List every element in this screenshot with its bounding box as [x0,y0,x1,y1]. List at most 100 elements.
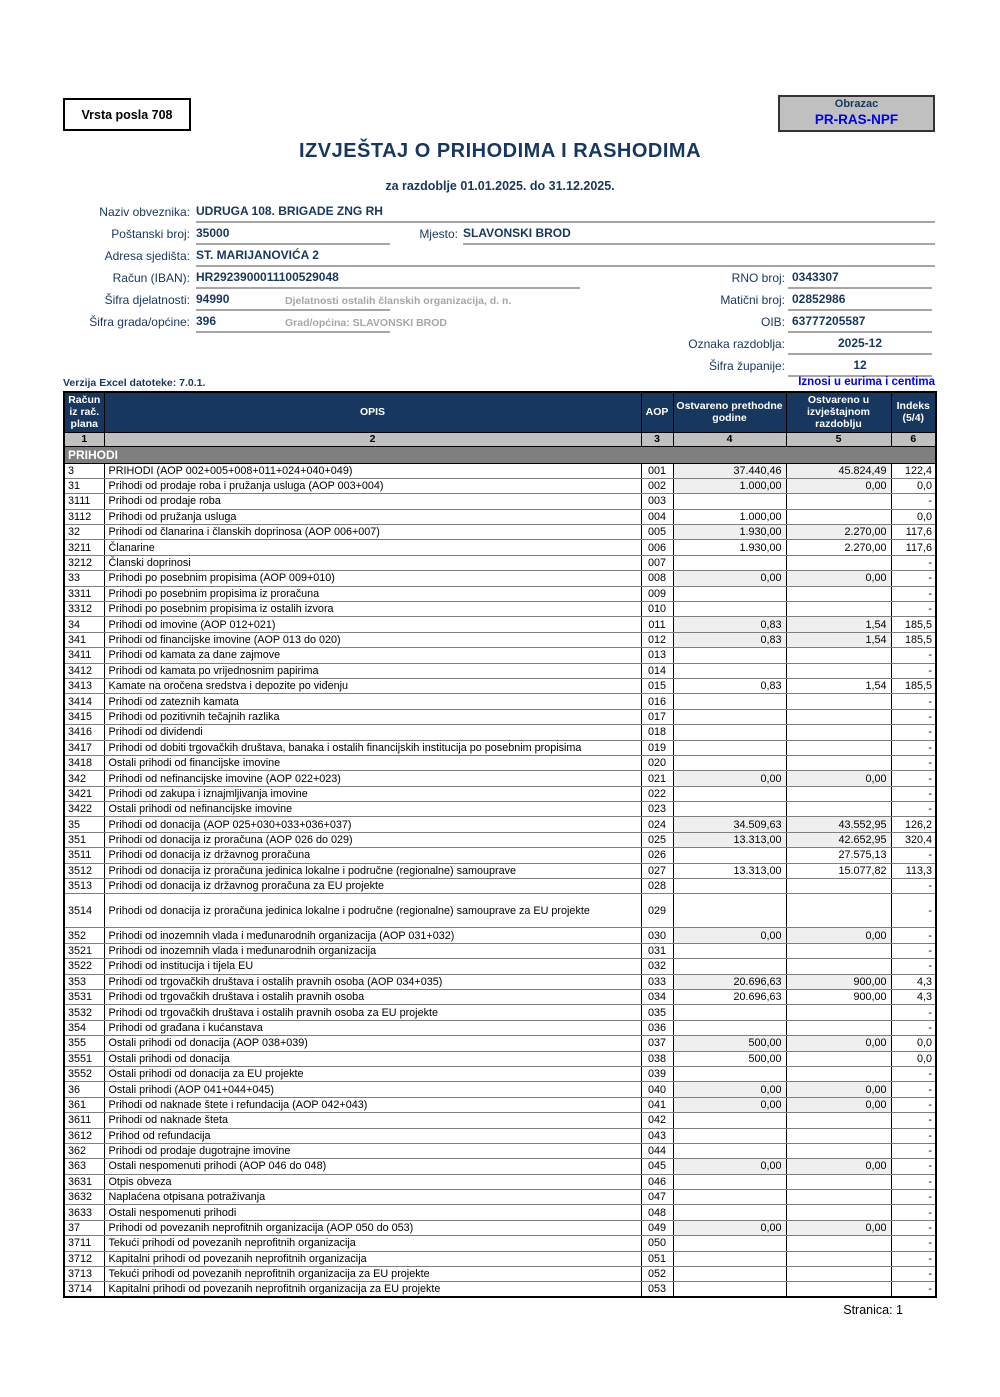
cell-izvjestajno-razdoblje [785,878,892,895]
cell-aop: 047 [640,1189,674,1206]
table-row: 3712 Kapitalni prihodi od povezanih nepr… [63,1250,937,1268]
table-row: 3714 Kapitalni prihodi od povezanih nepr… [63,1281,937,1298]
cell-aop: 048 [640,1204,674,1221]
cell-opis: Prihodi od inozemnih vlada i međunarodni… [103,942,642,960]
cell-prethodna-godina [672,693,787,710]
cell-izvjestajno-razdoblje: 1,54 [785,631,892,649]
cell-racun: 342 [63,770,105,787]
table-row: 3611 Prihodi od naknade šteta 042 - [63,1112,937,1129]
sifra-grada-value: 396 [196,314,217,328]
table-row: 342 Prihodi od nefinancijske imovine (AO… [63,770,937,787]
cell-indeks: - [890,1235,937,1252]
cell-prethodna-godina: 0,00 [672,1096,787,1114]
cell-indeks: - [890,785,937,803]
cell-izvjestajno-razdoblje: 0,00 [785,570,892,587]
vrsta-posla-box: Vrsta posla 708 [63,98,191,131]
cell-prethodna-godina: 0,00 [672,570,787,587]
cell-izvjestajno-razdoblje: 0,00 [785,927,892,944]
cell-prethodna-godina [672,1204,787,1221]
table-row: 362 Prihodi od prodaje dugotrajne imovin… [63,1142,937,1160]
cell-aop: 044 [640,1142,674,1160]
colnum-6: 6 [890,431,937,447]
cell-prethodna-godina [672,785,787,803]
cell-prethodna-godina: 1.930,00 [672,524,787,541]
cell-opis: PRIHODI (AOP 002+005+008+011+024+040+049… [103,462,642,479]
cell-prethodna-godina: 0,00 [672,1158,787,1175]
cell-indeks: - [890,739,937,756]
iban-label: Račun (IBAN): [112,271,190,285]
table-row: 3416 Prihodi od dividendi 018 - [63,724,937,741]
cell-prethodna-godina: 34.509,63 [672,816,787,833]
cell-aop: 030 [640,927,674,944]
naziv-obveznika-value: UDRUGA 108. BRIGADE ZNG RH [196,204,383,218]
cell-racun: 3422 [63,801,105,818]
cell-racun: 3551 [63,1050,105,1067]
table-row: 3 PRIHODI (AOP 002+005+008+011+024+040+0… [63,462,937,479]
postanski-underline [196,243,390,245]
cell-indeks: 185,5 [890,616,937,633]
cell-indeks: 126,2 [890,816,937,833]
cell-opis: Prihodi od trgovačkih društava i ostalih… [103,973,642,991]
cell-opis: Tekući prihodi od povezanih neprofitnih … [103,1266,642,1283]
cell-prethodna-godina [672,847,787,864]
oznaka-razdoblja-label: Oznaka razdoblja: [688,337,785,351]
cell-izvjestajno-razdoblje [785,785,892,803]
cell-izvjestajno-razdoblje [785,1050,892,1067]
cell-indeks: - [890,1158,937,1175]
cell-prethodna-godina [672,724,787,741]
cell-izvjestajno-razdoblje [785,1127,892,1144]
cell-opis: Prihodi od donacija iz državnog proračun… [103,847,642,864]
table-row: 3312 Prihodi po posebnim propisima iz os… [63,601,937,618]
cell-aop: 051 [640,1250,674,1268]
cell-indeks: - [890,801,937,818]
table-row: 3413 Kamate na oročena sredstva i depozi… [63,677,937,695]
cell-izvjestajno-razdoblje: 0,00 [785,477,892,495]
table-row: 32 Prihodi od članarina i članskih dopri… [63,524,937,541]
cell-opis: Kamate na oročena sredstva i depozite po… [103,677,642,695]
cell-indeks: 320,4 [890,831,937,849]
cell-indeks: - [890,1081,937,1098]
colnum-1: 1 [63,431,105,447]
table-row: 354 Prihodi od građana i kućanstava 036 … [63,1019,937,1037]
cell-racun: 33 [63,570,105,587]
cell-opis: Prihod od refundacija [103,1127,642,1144]
table-row: 3711 Tekući prihodi od povezanih neprofi… [63,1235,937,1252]
cell-aop: 034 [640,988,674,1006]
cell-aop: 042 [640,1112,674,1129]
grad-underline [196,331,390,333]
cell-indeks: - [890,942,937,960]
cell-indeks: - [890,554,937,572]
column-number-row: 1 2 3 4 5 6 [63,431,937,447]
table-row: 3713 Tekući prihodi od povezanih neprofi… [63,1266,937,1283]
cell-indeks: - [890,893,937,929]
cell-opis: Prihodi od pozitivnih tečajnih razlika [103,708,642,726]
cell-indeks: - [890,647,937,664]
cell-racun: 3212 [63,554,105,572]
cell-prethodna-godina [672,958,787,975]
cell-opis: Otpis obveza [103,1173,642,1191]
cell-aop: 027 [640,862,674,880]
cell-racun: 37 [63,1219,105,1237]
cell-indeks: - [890,693,937,710]
cell-prethodna-godina [672,801,787,818]
cell-izvjestajno-razdoblje [785,693,892,710]
cell-prethodna-godina [672,1112,787,1129]
cell-indeks: - [890,662,937,679]
cell-aop: 031 [640,942,674,960]
cell-racun: 3714 [63,1281,105,1298]
table-row: 3632 Naplaćena otpisana potraživanja 047… [63,1189,937,1206]
colnum-3: 3 [640,431,674,447]
cell-izvjestajno-razdoblje [785,1019,892,1037]
cell-racun: 3421 [63,785,105,803]
cell-aop: 022 [640,785,674,803]
table-row: 3421 Prihodi od zakupa i iznajmljivanja … [63,785,937,803]
obrazac-code: PR-RAS-NPF [814,111,899,127]
cell-izvjestajno-razdoblje [785,1004,892,1021]
cell-prethodna-godina [672,554,787,572]
cell-indeks: - [890,958,937,975]
cell-izvjestajno-razdoblje: 1,54 [785,616,892,633]
table-row: 3511 Prihodi od donacija iz državnog pro… [63,847,937,864]
cell-aop: 041 [640,1096,674,1114]
cell-indeks: - [890,1065,937,1083]
cell-opis: Prihodi od članarina i članskih doprinos… [103,524,642,541]
